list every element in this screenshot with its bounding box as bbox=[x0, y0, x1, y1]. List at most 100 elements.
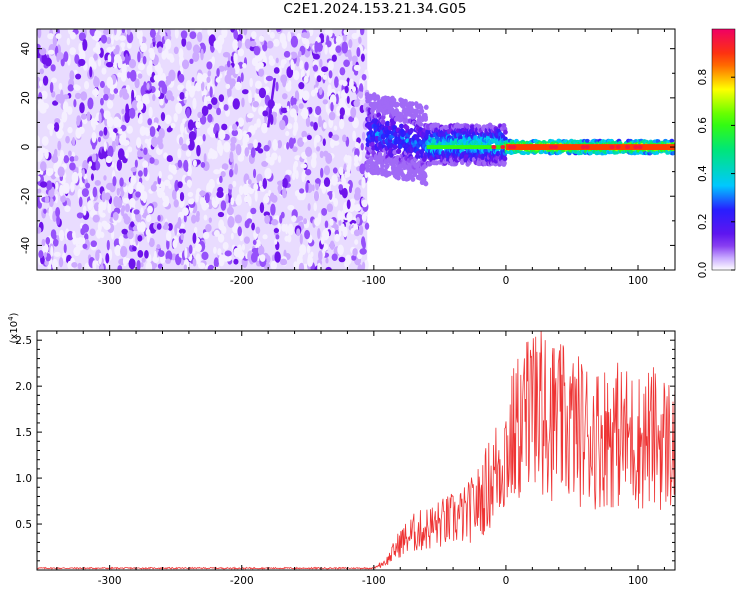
noise-blob bbox=[78, 58, 86, 66]
noise-blob bbox=[145, 214, 152, 223]
noise-blob bbox=[64, 205, 71, 213]
noise-blob bbox=[56, 52, 60, 63]
noise-blob bbox=[126, 29, 131, 36]
noise-blob bbox=[228, 169, 234, 178]
noise-blob bbox=[128, 107, 136, 119]
noise-blob bbox=[99, 80, 105, 89]
y-tick-label: -40 bbox=[20, 237, 32, 254]
noise-blob bbox=[211, 196, 216, 207]
noise-blob bbox=[121, 29, 126, 34]
noise-blob bbox=[289, 51, 298, 59]
noise-blob bbox=[202, 199, 207, 206]
noise-blob bbox=[106, 76, 114, 89]
noise-blob bbox=[78, 126, 85, 135]
noise-blob bbox=[305, 181, 309, 194]
noise-blob bbox=[38, 80, 43, 87]
noise-blob bbox=[106, 36, 112, 45]
noise-blob bbox=[257, 61, 264, 69]
noise-blob bbox=[47, 123, 55, 131]
noise-blob bbox=[66, 37, 71, 46]
noise-blob bbox=[315, 105, 322, 116]
signal-blob bbox=[409, 127, 414, 134]
noise-blob bbox=[279, 258, 288, 266]
signal-core bbox=[505, 144, 675, 150]
noise-blob bbox=[299, 188, 305, 194]
noise-blob bbox=[333, 36, 337, 45]
noise-blob bbox=[273, 105, 278, 113]
noise-blob bbox=[248, 196, 252, 207]
noise-blob bbox=[89, 66, 93, 78]
noise-blob bbox=[103, 126, 108, 136]
noise-blob bbox=[305, 168, 312, 176]
noise-blob bbox=[255, 226, 261, 235]
noise-blob bbox=[161, 83, 168, 95]
noise-blob bbox=[206, 82, 211, 92]
noise-blob bbox=[258, 35, 265, 42]
noise-blob bbox=[252, 168, 257, 179]
signal-blob bbox=[392, 144, 398, 150]
noise-blob bbox=[320, 36, 324, 43]
noise-blob bbox=[312, 64, 319, 72]
signal-blob bbox=[423, 116, 428, 122]
noise-blob bbox=[122, 92, 130, 100]
noise-blob bbox=[92, 61, 97, 70]
noise-blob bbox=[264, 214, 271, 224]
noise-blob bbox=[265, 75, 274, 82]
signal-blob bbox=[391, 97, 397, 103]
noise-blob bbox=[37, 135, 40, 148]
noise-blob bbox=[86, 111, 91, 122]
noise-blob bbox=[308, 29, 314, 37]
noise-blob bbox=[323, 122, 327, 130]
noise-blob bbox=[361, 73, 367, 81]
noise-blob bbox=[192, 258, 197, 267]
noise-blob bbox=[244, 147, 250, 157]
noise-blob bbox=[270, 260, 278, 270]
noise-blob bbox=[224, 254, 232, 262]
noise-blob bbox=[110, 33, 115, 45]
signal-blob bbox=[443, 124, 449, 130]
signal-blob bbox=[503, 129, 508, 135]
y-tick-label: 2.0 bbox=[15, 381, 32, 393]
noise-blob bbox=[53, 251, 61, 257]
noise-blob bbox=[192, 97, 197, 110]
noise-blob bbox=[217, 211, 225, 218]
noise-blob bbox=[352, 130, 356, 142]
noise-blob bbox=[49, 82, 54, 94]
noise-blob bbox=[69, 70, 75, 81]
noise-blob bbox=[187, 119, 194, 131]
noise-blob bbox=[278, 65, 282, 76]
noise-blob bbox=[292, 146, 298, 153]
noise-blob bbox=[103, 175, 107, 181]
noise-blob bbox=[359, 163, 366, 175]
noise-blob bbox=[216, 107, 221, 116]
noise-blob bbox=[265, 150, 271, 159]
noise-blob bbox=[93, 53, 98, 61]
noise-blob bbox=[163, 152, 168, 159]
noise-blob bbox=[47, 49, 55, 55]
noise-blob bbox=[42, 75, 49, 86]
noise-blob bbox=[148, 106, 153, 118]
noise-blob bbox=[58, 82, 63, 90]
noise-blob bbox=[145, 261, 153, 270]
noise-blob bbox=[331, 253, 338, 261]
noise-blob bbox=[250, 147, 256, 158]
noise-blob bbox=[204, 192, 210, 204]
noise-blob bbox=[101, 190, 106, 203]
noise-blob bbox=[126, 41, 132, 49]
noise-blob bbox=[69, 156, 75, 162]
noise-blob bbox=[258, 68, 265, 77]
noise-blob bbox=[275, 57, 279, 64]
noise-blob bbox=[183, 214, 187, 223]
noise-blob bbox=[92, 88, 100, 96]
noise-blob bbox=[219, 175, 223, 184]
noise-blob bbox=[84, 233, 89, 241]
noise-streak bbox=[266, 78, 277, 128]
noise-blob bbox=[37, 226, 42, 234]
noise-blob bbox=[231, 67, 236, 76]
noise-blob bbox=[107, 201, 112, 214]
noise-blob bbox=[238, 185, 244, 196]
noise-blob bbox=[116, 159, 123, 171]
y-scale-exponent: 4 bbox=[7, 316, 15, 321]
noise-blob bbox=[349, 78, 354, 90]
